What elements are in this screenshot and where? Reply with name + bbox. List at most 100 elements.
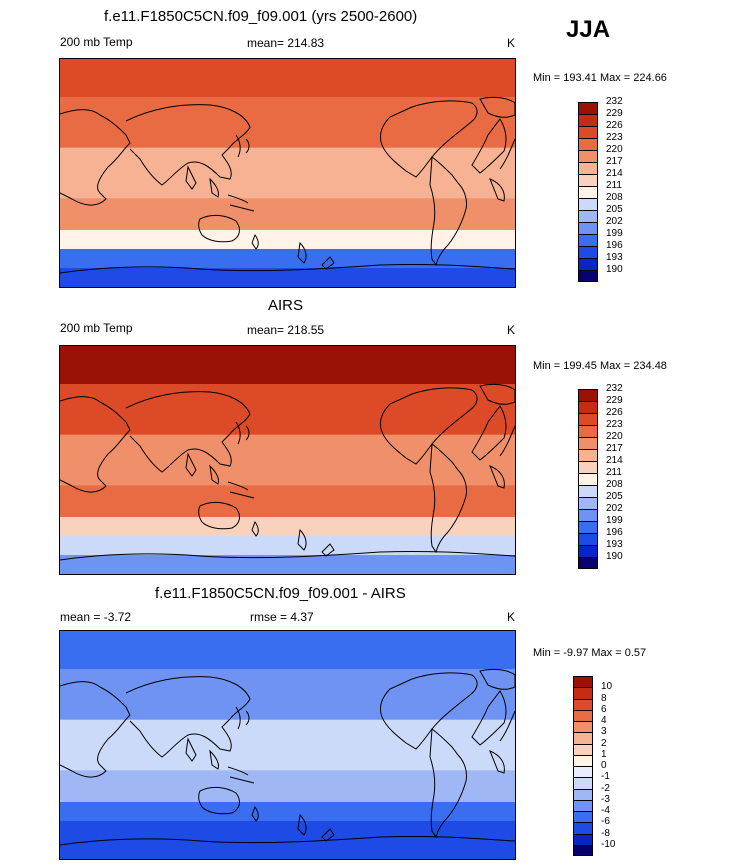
coastline-segment-12	[471, 405, 507, 461]
colorbar-cell-13	[578, 413, 598, 425]
coastline-segment-2	[125, 104, 251, 186]
colorbar-tick-label: 0	[601, 760, 607, 771]
colorbar-tick-label: 8	[601, 692, 607, 704]
colorbar-cell-6	[578, 497, 598, 509]
contour-band-4	[60, 198, 515, 231]
colorbar-tick-label: -8	[601, 827, 610, 839]
coastline-segment-12	[471, 118, 507, 174]
colorbar-tick-label: 1	[601, 748, 607, 760]
colorbar-frame	[578, 102, 598, 282]
coastline-segment-15	[297, 813, 307, 836]
contour-band-2	[60, 384, 515, 436]
panel-3-colorbar: -10 -8 -6 -4 -3 -2 -1 0 1 2 3 4 6 8 10	[573, 676, 615, 856]
contour-band-5	[60, 802, 515, 822]
colorbar-cell-6	[573, 788, 593, 800]
colorbar-tick-label: 199	[606, 515, 623, 526]
coastline-segment-17	[499, 710, 515, 742]
colorbar-cell-1	[573, 844, 593, 856]
panel-1-title: f.e11.F1850C5CN.f09_f09.001 (yrs 2500-26…	[104, 8, 418, 25]
colorbar-cell-2	[573, 833, 593, 845]
panel-2-units-label: K	[507, 323, 516, 337]
panel-1-minmax: Min = 193.41 Max = 224.66	[533, 72, 667, 84]
colorbar-cell-12	[578, 138, 598, 150]
panel-1-coastlines	[60, 96, 515, 274]
colorbar-tick-label: 190	[606, 551, 623, 562]
colorbar-cell-14	[578, 114, 598, 126]
colorbar-cell-5	[573, 799, 593, 811]
coastline-segment-16	[321, 256, 335, 270]
panel-3-minmax: Min = -9.97 Max = 0.57	[533, 647, 647, 659]
coastline-segment-7	[251, 805, 259, 822]
contour-band-4	[60, 770, 515, 803]
panel-2-title: AIRS	[268, 297, 304, 314]
coastline-segment-8	[235, 421, 250, 445]
coastline-segment-14	[60, 835, 515, 846]
panel-3-map-svg	[60, 631, 515, 859]
colorbar-cell-11	[578, 437, 598, 449]
coastline-segment-7	[251, 520, 259, 537]
coastline-segment-16	[321, 543, 335, 557]
panel-1-units-label: K	[507, 36, 516, 50]
coastline-segment-3	[185, 737, 197, 762]
panel-3-mean-label: mean = -3.72	[60, 610, 132, 624]
panel-2-variable-label: 200 mb Temp	[60, 321, 133, 335]
coastline-segment-15	[297, 528, 307, 551]
panel-2-minmax: Min = 199.45 Max = 234.48	[533, 360, 667, 372]
colorbar-tick-label: 220	[606, 431, 623, 442]
colorbar-tick-label: 193	[606, 539, 623, 550]
colorbar-tick-label: 232	[606, 383, 623, 394]
coastline-segment-5	[227, 481, 255, 499]
coastline-segment-8	[235, 134, 250, 158]
panel-2-map	[59, 345, 516, 575]
coastline-segment-15	[297, 241, 307, 264]
coastline-segment-17	[499, 425, 515, 457]
colorbar-cell-13	[573, 709, 593, 721]
panel-3-map	[59, 630, 516, 860]
colorbar-tick-label: 220	[606, 144, 623, 155]
colorbar-tick-label: -1	[601, 771, 610, 783]
coastline-segment-4	[209, 464, 219, 485]
contour-band-1	[60, 59, 515, 98]
colorbar-cell-12	[578, 425, 598, 437]
coastline-segment-6	[198, 214, 240, 243]
colorbar-cell-9	[578, 461, 598, 473]
coastline-segment-1	[60, 396, 131, 493]
colorbar-cell-1	[578, 270, 598, 282]
colorbar-tick-label: 193	[606, 252, 623, 263]
contour-band-7	[60, 268, 515, 287]
panel-3-title: f.e11.F1850C5CN.f09_f09.001 - AIRS	[155, 585, 406, 602]
panel-3-rmse-label: rmse = 4.37	[250, 610, 314, 624]
colorbar-cell-2	[578, 258, 598, 270]
colorbar-cell-13	[578, 126, 598, 138]
colorbar-tick-label: 211	[606, 467, 622, 478]
colorbar-cell-8	[578, 473, 598, 485]
panel-2-mean-label: mean= 218.55	[247, 323, 325, 337]
colorbar-frame	[573, 676, 593, 856]
colorbar-tick-label: 196	[606, 240, 623, 251]
coastline-segment-14	[60, 550, 515, 561]
coastline-segment-5	[227, 194, 255, 212]
colorbar-tick-label: 208	[606, 192, 623, 203]
colorbar-tick-label: 205	[606, 204, 623, 215]
colorbar-cell-7	[578, 198, 598, 210]
colorbar-cell-15	[573, 687, 593, 699]
contour-band-4	[60, 485, 515, 518]
panel-3-units-label: K	[507, 610, 516, 624]
colorbar-cell-4	[578, 521, 598, 533]
colorbar-cell-7	[573, 777, 593, 789]
coastline-segment-10	[429, 156, 467, 267]
colorbar-tick-label: 199	[606, 228, 623, 239]
colorbar-tick-label: 226	[606, 407, 623, 418]
contour-band-5	[60, 230, 515, 250]
colorbar-cell-5	[578, 222, 598, 234]
colorbar-cell-1	[578, 557, 598, 569]
colorbar-tick-label: 214	[606, 168, 623, 179]
colorbar-cell-5	[578, 509, 598, 521]
coastline-segment-3	[185, 452, 197, 477]
coastline-segment-11	[479, 96, 515, 118]
coastline-segment-5	[227, 766, 255, 784]
colorbar-cell-8	[573, 766, 593, 778]
colorbar-tick-label: 205	[606, 491, 623, 502]
colorbar-cell-10	[578, 162, 598, 174]
colorbar-cell-3	[578, 533, 598, 545]
